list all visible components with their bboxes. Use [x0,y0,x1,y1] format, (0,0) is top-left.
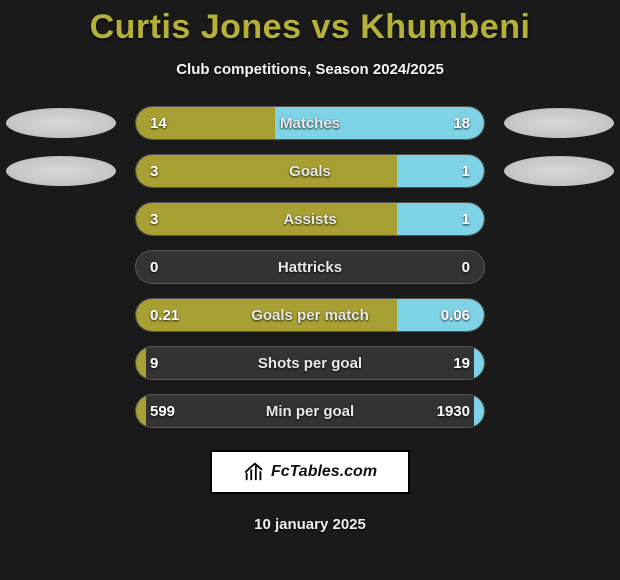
stat-bar-track: 31Assists [135,202,485,236]
stat-value-right: 18 [453,107,470,139]
stat-bar-left [136,155,397,187]
stat-value-right: 1930 [437,395,470,427]
stat-value-left: 14 [150,107,167,139]
stat-bar-right [474,395,484,427]
stat-row: 9 19Shots per goal [0,346,620,380]
stat-bar-track: 0 0Hattricks [135,250,485,284]
stat-value-right: 0.06 [441,299,470,331]
stat-bar-track: 9 19Shots per goal [135,346,485,380]
stat-value-left: 3 [150,155,158,187]
chart-icon [243,461,265,483]
player1-badge-bottom [6,156,116,186]
stat-value-left: 9 [150,347,158,379]
stat-bar-track: 599 1930Min per goal [135,394,485,428]
stat-bar-left [136,203,397,235]
stat-bar-right [397,155,484,187]
stat-bar-track: 0.210.06Goals per match [135,298,485,332]
stat-bar-track: 31Goals [135,154,485,188]
stat-row: 1418Matches [0,106,620,140]
stat-value-left: 3 [150,203,158,235]
stat-row: 0.210.06Goals per match [0,298,620,332]
stat-value-left: 0.21 [150,299,179,331]
stat-bar-left [136,395,146,427]
comparison-card: Curtis Jones vs Khumbeni Club competitio… [0,0,620,580]
stat-bar-right [397,203,484,235]
stat-value-right: 1 [462,203,470,235]
stat-row: 0 0Hattricks [0,250,620,284]
stat-label: Min per goal [136,395,484,427]
stat-row: 31Assists [0,202,620,236]
stat-value-right: 0 [462,251,470,283]
stat-row: 31Goals [0,154,620,188]
player2-badge-bottom [504,156,614,186]
report-date: 10 january 2025 [254,516,366,533]
source-logo[interactable]: FcTables.com [210,450,410,494]
stat-label: Hattricks [136,251,484,283]
stat-value-right: 1 [462,155,470,187]
stat-value-left: 599 [150,395,175,427]
stat-label: Shots per goal [136,347,484,379]
stat-value-right: 19 [453,347,470,379]
stat-row: 599 1930Min per goal [0,394,620,428]
stat-bar-right [474,347,484,379]
page-subtitle: Club competitions, Season 2024/2025 [176,61,444,78]
player2-badge-top [504,108,614,138]
page-title: Curtis Jones vs Khumbeni [90,8,531,47]
stats-list: 1418Matches31Goals31Assists00Hattricks0.… [0,106,620,428]
source-logo-text: FcTables.com [271,463,377,481]
player1-badge-top [6,108,116,138]
stat-bar-track: 1418Matches [135,106,485,140]
stat-value-left: 0 [150,251,158,283]
stat-bar-left [136,347,146,379]
